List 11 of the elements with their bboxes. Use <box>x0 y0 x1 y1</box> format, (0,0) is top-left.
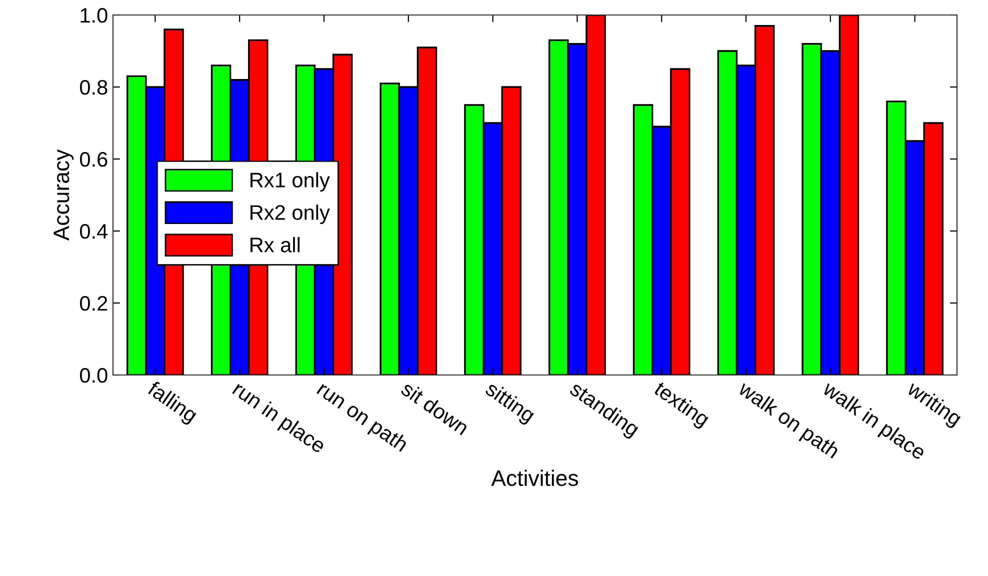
legend-label: Rx2 only <box>250 204 330 224</box>
legend-label: Rx all <box>250 237 300 252</box>
y-tick-label: 0.0 <box>80 368 108 383</box>
y-tick-label: 1.0 <box>80 8 108 23</box>
y-tick-label: 0.6 <box>80 152 108 167</box>
y-axis-title: Accuracy <box>54 149 74 241</box>
y-tick-label: 0.2 <box>80 296 108 311</box>
legend-label: Rx1 only <box>250 172 330 192</box>
y-tick-label: 0.4 <box>80 224 108 239</box>
x-axis-title: Activities <box>491 470 578 486</box>
y-tick-label: 0.8 <box>80 80 108 95</box>
